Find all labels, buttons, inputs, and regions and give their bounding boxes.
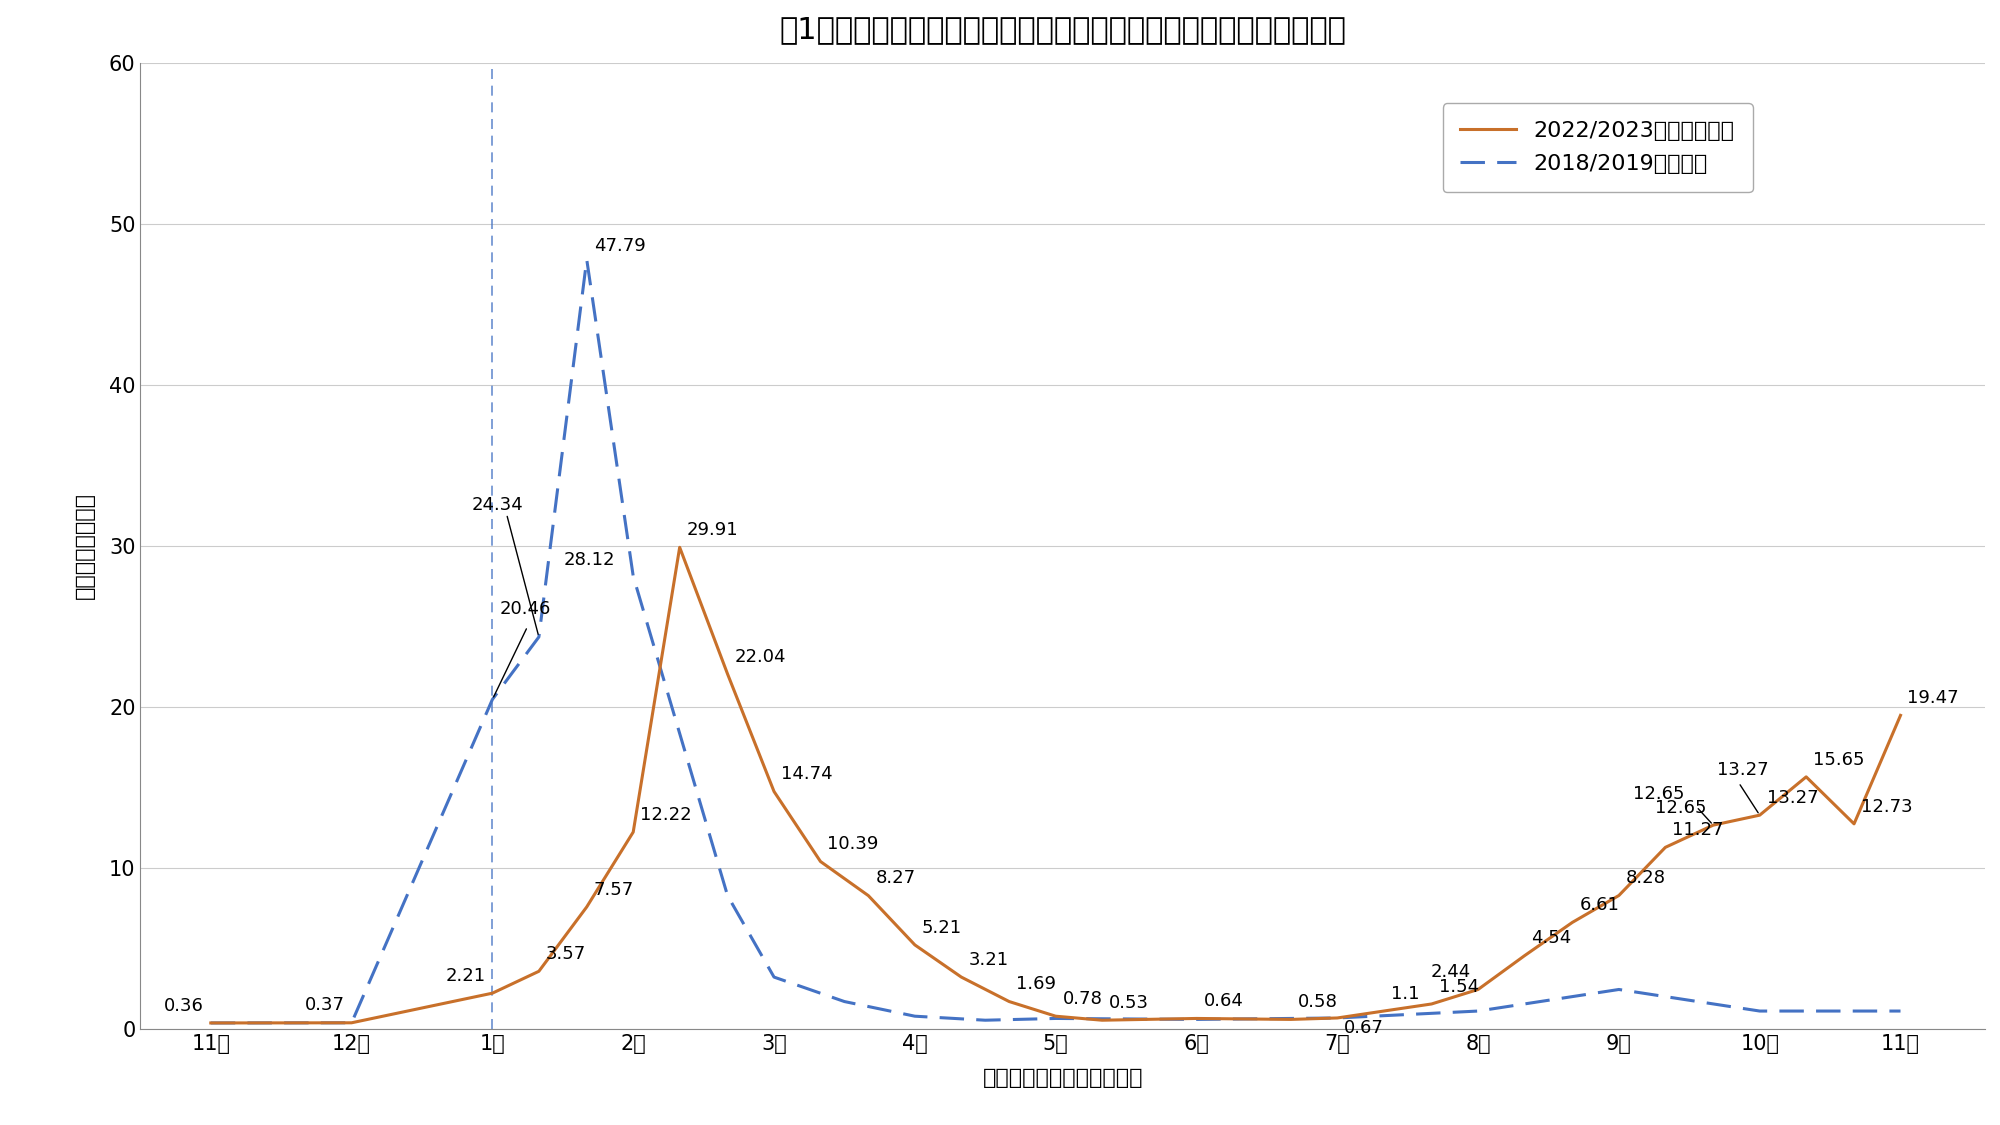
2022/2023シーズン以降 bbox=[1278, 1012, 1302, 1026]
Text: 0.67: 0.67 bbox=[1344, 1019, 1384, 1037]
Text: 20.46: 20.46 bbox=[500, 601, 550, 619]
Text: 47.79: 47.79 bbox=[594, 237, 646, 255]
2022/2023シーズン以降 bbox=[1466, 983, 1490, 997]
Text: 2.21: 2.21 bbox=[446, 966, 486, 984]
2022/2023シーズン以降 bbox=[808, 855, 832, 868]
Line: 2022/2023シーズン以降: 2022/2023シーズン以降 bbox=[210, 548, 1900, 1023]
2022/2023シーズン以降 bbox=[856, 889, 880, 902]
Text: 5.21: 5.21 bbox=[922, 918, 962, 936]
Y-axis label: 定点あたり患者数: 定点あたり患者数 bbox=[74, 493, 94, 600]
2022/2023シーズン以降 bbox=[998, 994, 1022, 1008]
2018/2019シーズン bbox=[574, 253, 598, 267]
Text: 3.57: 3.57 bbox=[546, 945, 586, 963]
2018/2019シーズン bbox=[1888, 1005, 1912, 1018]
Text: 13.27: 13.27 bbox=[1718, 762, 1770, 780]
2018/2019シーズン bbox=[762, 971, 786, 984]
Text: 0.58: 0.58 bbox=[1298, 993, 1338, 1011]
2022/2023シーズン以降 bbox=[1654, 840, 1678, 854]
Text: 0.37: 0.37 bbox=[304, 997, 344, 1015]
Text: 0.53: 0.53 bbox=[1110, 993, 1150, 1011]
Text: 1.69: 1.69 bbox=[1016, 975, 1056, 993]
2022/2023シーズン以降 bbox=[902, 938, 926, 952]
Text: 12.65: 12.65 bbox=[1654, 799, 1706, 817]
2022/2023シーズン以降 bbox=[1702, 818, 1726, 831]
Text: 0.64: 0.64 bbox=[1204, 992, 1244, 1010]
2018/2019シーズン bbox=[1748, 1005, 1772, 1018]
2018/2019シーズン bbox=[1466, 1005, 1490, 1018]
Text: 10.39: 10.39 bbox=[828, 835, 878, 853]
Text: 1.54: 1.54 bbox=[1438, 978, 1478, 996]
Text: 24.34: 24.34 bbox=[472, 496, 524, 514]
Text: 8.27: 8.27 bbox=[876, 870, 916, 888]
2022/2023シーズン以降 bbox=[1560, 916, 1584, 929]
Text: 0.78: 0.78 bbox=[1062, 990, 1102, 1008]
2022/2023シーズン以降 bbox=[950, 971, 974, 984]
Title: 図1．　大阪府におけるインフルエンザ定点当たり患者報告数の比較: 図1． 大阪府におけるインフルエンザ定点当たり患者報告数の比較 bbox=[780, 15, 1346, 44]
Text: 15.65: 15.65 bbox=[1814, 750, 1864, 768]
Text: 12.65: 12.65 bbox=[1632, 785, 1684, 803]
2018/2019シーズン bbox=[1044, 1011, 1068, 1025]
2018/2019シーズン bbox=[622, 569, 646, 583]
Text: 14.74: 14.74 bbox=[780, 765, 832, 783]
X-axis label: 報告月（データは週ごと）: 報告月（データは週ごと） bbox=[982, 1068, 1142, 1088]
2018/2019シーズン bbox=[480, 693, 504, 706]
2018/2019シーズン bbox=[974, 1014, 998, 1027]
2022/2023シーズン以降 bbox=[1326, 1011, 1350, 1025]
2018/2019シーズン bbox=[1184, 1012, 1208, 1026]
2022/2023シーズン以降 bbox=[1748, 809, 1772, 822]
Text: 2.44: 2.44 bbox=[1430, 963, 1472, 981]
2022/2023シーズン以降 bbox=[762, 785, 786, 799]
2022/2023シーズン以降 bbox=[1888, 709, 1912, 722]
Text: 29.91: 29.91 bbox=[686, 521, 738, 539]
2022/2023シーズン以降 bbox=[480, 987, 504, 1000]
2018/2019シーズン bbox=[902, 1009, 926, 1023]
Text: 6.61: 6.61 bbox=[1580, 896, 1620, 914]
2018/2019シーズン bbox=[832, 994, 856, 1008]
Text: 19.47: 19.47 bbox=[1908, 688, 1960, 706]
2022/2023シーズン以降 bbox=[1420, 997, 1444, 1010]
2022/2023シーズン以降 bbox=[1606, 889, 1630, 902]
Legend: 2022/2023シーズン以降, 2018/2019シーズン: 2022/2023シーズン以降, 2018/2019シーズン bbox=[1442, 104, 1752, 192]
2022/2023シーズン以降 bbox=[1184, 1011, 1208, 1025]
2018/2019シーズン bbox=[198, 1016, 222, 1029]
2022/2023シーズン以降 bbox=[1090, 1014, 1114, 1027]
Text: 11.27: 11.27 bbox=[1672, 821, 1724, 839]
Text: 7.57: 7.57 bbox=[594, 881, 634, 899]
2022/2023シーズン以降 bbox=[668, 541, 692, 555]
2022/2023シーズン以降 bbox=[1842, 817, 1866, 830]
2018/2019シーズン bbox=[716, 889, 740, 902]
Text: 12.22: 12.22 bbox=[640, 806, 692, 824]
Text: 0.36: 0.36 bbox=[164, 997, 204, 1015]
2018/2019シーズン bbox=[1326, 1011, 1350, 1025]
Text: 4.54: 4.54 bbox=[1532, 929, 1572, 947]
Text: 8.28: 8.28 bbox=[1626, 870, 1666, 888]
Text: 22.04: 22.04 bbox=[734, 648, 786, 666]
2022/2023シーズン以降 bbox=[340, 1016, 364, 1029]
Text: 1.1: 1.1 bbox=[1390, 984, 1420, 1002]
2022/2023シーズン以降 bbox=[526, 964, 550, 978]
2022/2023シーズン以降 bbox=[1372, 1005, 1396, 1018]
2018/2019シーズン bbox=[526, 630, 550, 644]
2018/2019シーズン bbox=[1606, 983, 1630, 997]
2022/2023シーズン以降 bbox=[716, 667, 740, 681]
2018/2019シーズン bbox=[340, 1016, 364, 1029]
Text: 12.73: 12.73 bbox=[1860, 798, 1912, 816]
Line: 2018/2019シーズン: 2018/2019シーズン bbox=[210, 260, 1900, 1023]
2022/2023シーズン以降 bbox=[1794, 771, 1818, 784]
Text: 13.27: 13.27 bbox=[1766, 789, 1818, 807]
2022/2023シーズン以降 bbox=[1044, 1009, 1068, 1023]
2022/2023シーズン以降 bbox=[1512, 948, 1536, 962]
2022/2023シーズン以降 bbox=[574, 900, 598, 914]
2022/2023シーズン以降 bbox=[198, 1016, 222, 1029]
Text: 3.21: 3.21 bbox=[968, 951, 1008, 969]
Text: 28.12: 28.12 bbox=[564, 551, 616, 569]
2022/2023シーズン以降 bbox=[622, 826, 646, 839]
